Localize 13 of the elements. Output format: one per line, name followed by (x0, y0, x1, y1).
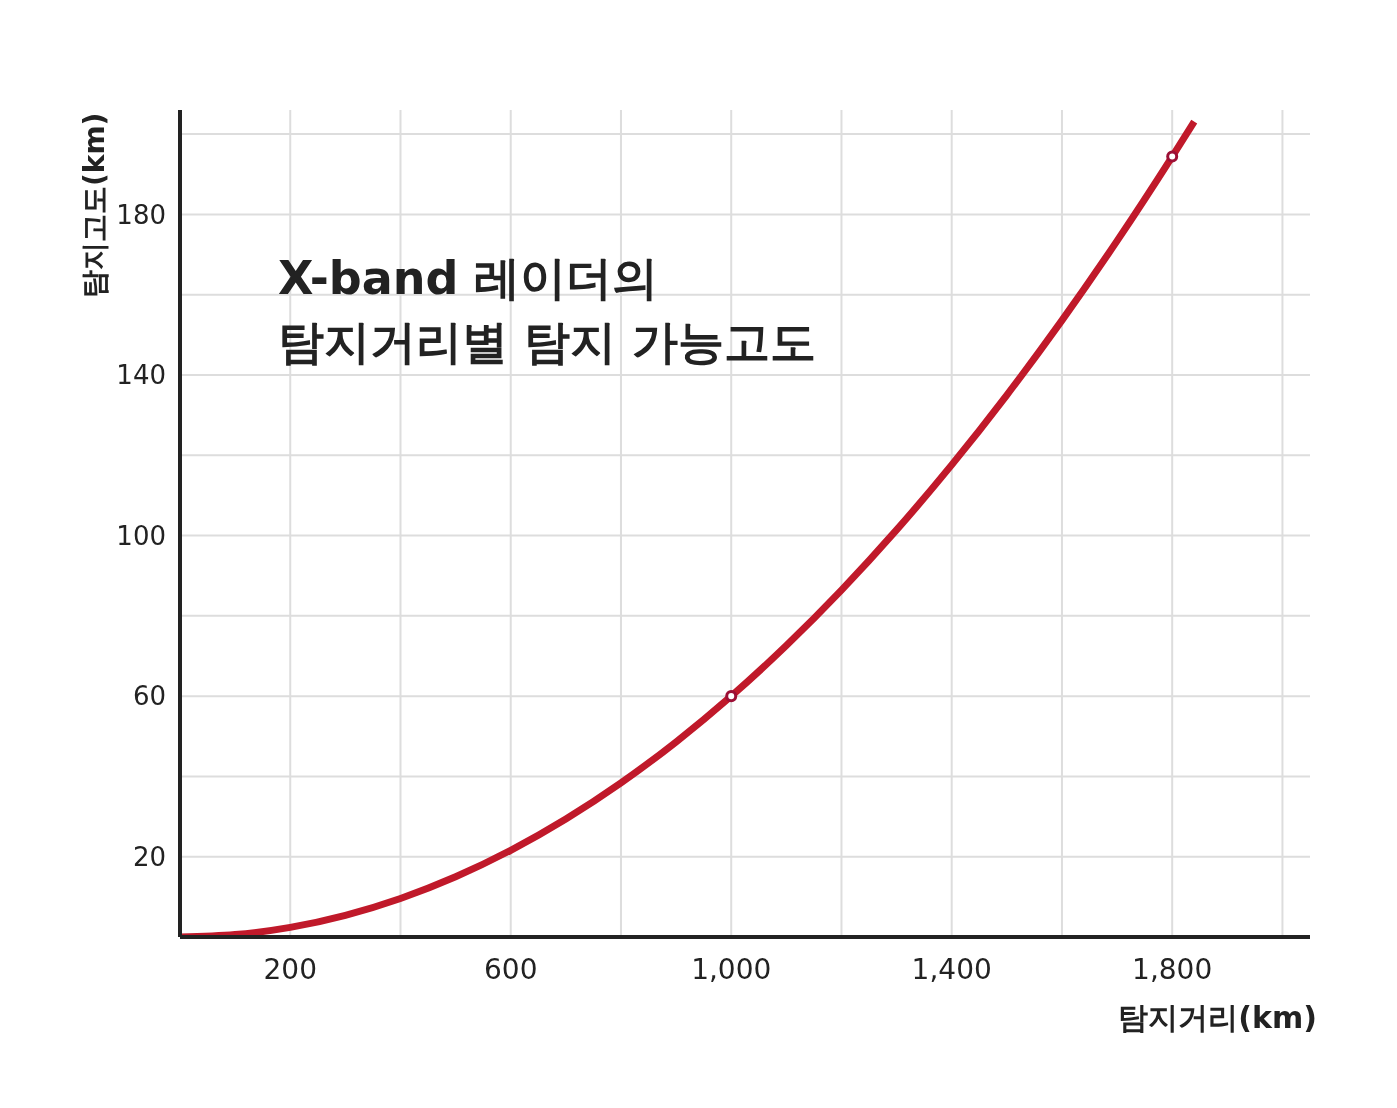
y-tick-label: 60 (132, 681, 166, 712)
y-tick-label: 20 (132, 841, 166, 872)
x-tick-label: 1,000 (691, 952, 772, 986)
text: X-band 레이더의 탐지거리별 탐지 가능고도 (278, 250, 817, 372)
x-tick-label: 1,400 (911, 952, 992, 986)
x-tick-label: 600 (484, 952, 538, 986)
y-axis-title: 탐지고도(km) (77, 112, 112, 298)
y-tick-label: 180 (116, 199, 166, 230)
x-tick-label: 1,800 (1132, 952, 1213, 986)
x-tick-label: 200 (263, 952, 317, 986)
x-axis-title: 탐지거리(km) (1118, 999, 1317, 1037)
y-tick-label: 100 (116, 520, 166, 551)
y-tick-label: 140 (116, 360, 166, 391)
